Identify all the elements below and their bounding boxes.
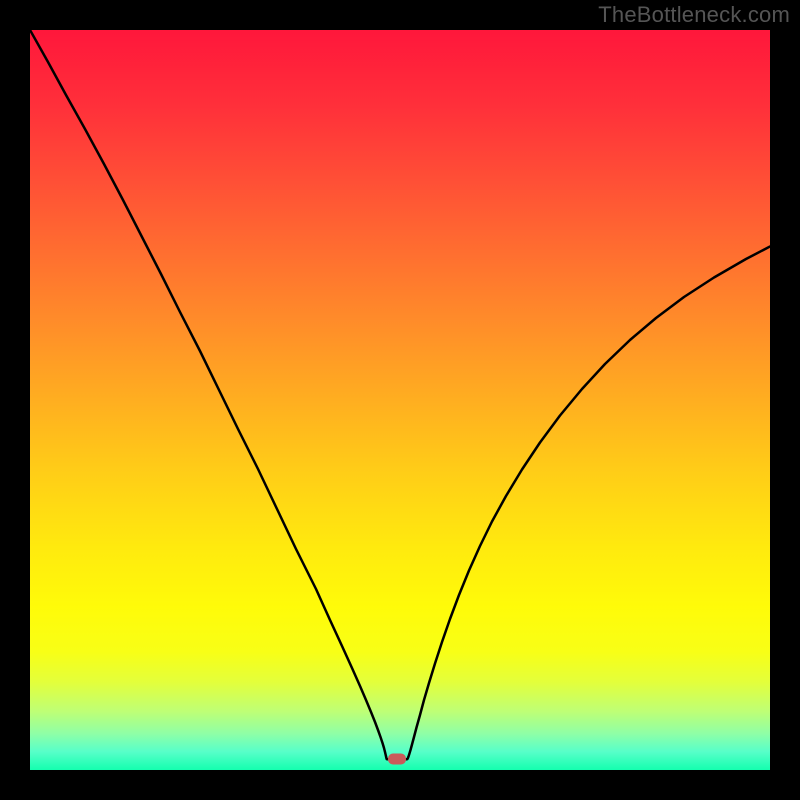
plot-area xyxy=(30,30,770,770)
chart-frame: TheBottleneck.com xyxy=(0,0,800,800)
curve-line xyxy=(30,30,770,770)
minimum-marker xyxy=(388,754,406,765)
watermark-text: TheBottleneck.com xyxy=(598,2,790,28)
